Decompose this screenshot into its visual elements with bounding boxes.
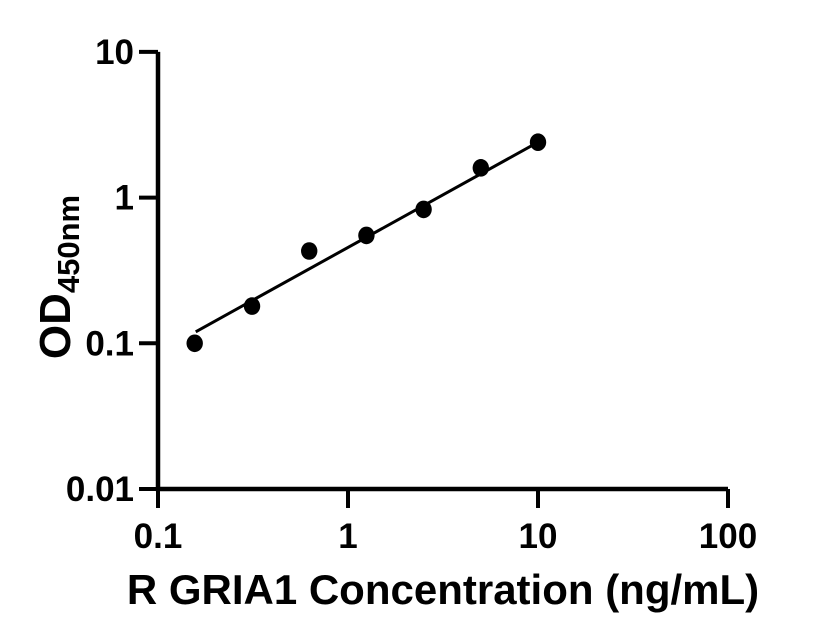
data-point-1	[186, 334, 203, 353]
data-point-2	[243, 297, 261, 315]
ticks-layer	[139, 49, 730, 508]
x-tick-label-100: 100	[699, 517, 757, 556]
axis-frame	[155, 51, 728, 492]
y-axis-title-main: OD	[31, 293, 80, 359]
x-tick-label-1: 1	[338, 517, 357, 556]
x-tick-label-10: 10	[519, 517, 558, 556]
y-tick-label-10: 10	[95, 33, 134, 72]
y-tick-label-0.1: 0.1	[85, 324, 134, 363]
y-axis-title: OD450nm	[31, 195, 86, 359]
data-point-3	[301, 242, 318, 260]
x-axis-title: R GRIA1 Concentration (ng/mL)	[127, 566, 759, 613]
x-tick-label-0.1: 0.1	[134, 517, 183, 556]
data-layer	[186, 133, 547, 353]
y-tick-label-0.01: 0.01	[66, 470, 134, 509]
data-point-4	[358, 226, 375, 245]
data-point-5	[415, 200, 432, 219]
y-axis-title-subscript: 450nm	[51, 195, 86, 293]
data-point-6	[472, 159, 490, 177]
axes-layer	[155, 51, 728, 492]
data-point-7	[529, 133, 547, 152]
y-tick-label-1: 1	[115, 179, 134, 218]
